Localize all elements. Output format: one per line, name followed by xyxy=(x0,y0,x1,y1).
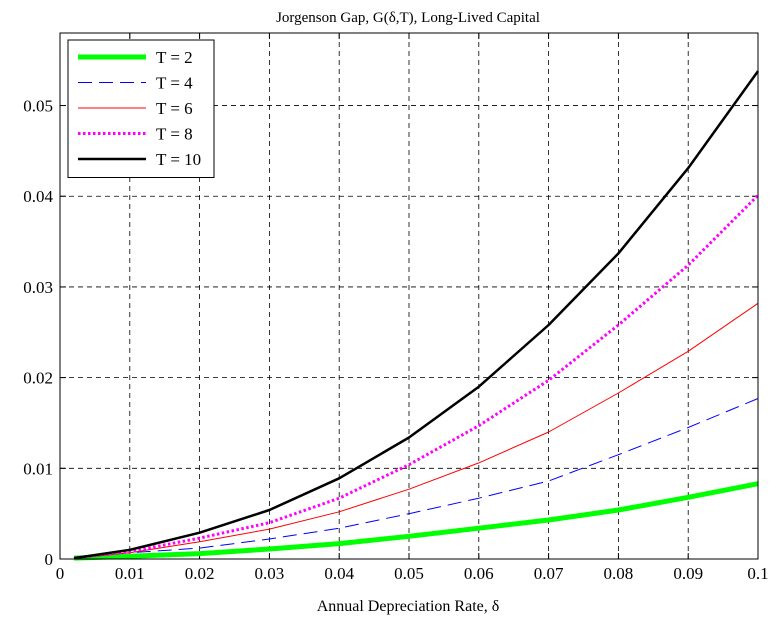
x-tick-label: 0.01 xyxy=(115,564,145,583)
series-line xyxy=(73,194,760,560)
legend-box xyxy=(67,39,215,178)
x-tick-label: 0.05 xyxy=(394,564,424,583)
x-tick-label: 0.08 xyxy=(604,564,634,583)
chart-title: Jorgenson Gap, G(δ,T), Long-Lived Capita… xyxy=(276,10,540,26)
x-tick-label: 0.1 xyxy=(747,564,768,583)
y-tick-label: 0 xyxy=(45,550,54,569)
y-tick-label: 0.04 xyxy=(23,187,53,206)
legend-label: T = 4 xyxy=(156,74,193,93)
x-ticks: 0 0.01 0.02 0.03 0.04 0.05 0.06 0.07 0.08 0.09 0.1 xyxy=(56,33,769,583)
x-tick-label: 0.06 xyxy=(464,564,494,583)
x-axis-label: Annual Depreciation Rate, δ xyxy=(317,598,500,615)
series-line xyxy=(73,70,760,560)
series-line xyxy=(73,398,759,559)
series-lines xyxy=(73,70,760,561)
x-tick-label: 0 xyxy=(56,564,65,583)
y-tick-label: 0.03 xyxy=(23,278,53,297)
legend-label: T = 8 xyxy=(156,125,193,144)
y-tick-label: 0.01 xyxy=(23,459,53,478)
legend-label: T = 6 xyxy=(156,99,193,118)
x-tick-label: 0.04 xyxy=(324,564,354,583)
series-line xyxy=(73,481,759,561)
x-tick-label: 0.02 xyxy=(185,564,215,583)
series-line xyxy=(73,302,759,559)
x-tick-label: 0.03 xyxy=(255,564,285,583)
grid xyxy=(60,33,758,559)
legend-label: T = 2 xyxy=(156,48,193,67)
legend-label: T = 10 xyxy=(156,150,201,169)
legend: T = 2 T = 4 T = 6 T = 8 T = 10 xyxy=(67,39,215,178)
y-ticks: 0 0.01 0.02 0.03 0.04 0.05 xyxy=(23,97,758,569)
x-tick-label: 0.07 xyxy=(534,564,564,583)
plot-frame xyxy=(59,32,759,560)
y-tick-label: 0.02 xyxy=(23,369,53,388)
y-tick-label: 0.05 xyxy=(23,97,53,116)
x-tick-label: 0.09 xyxy=(673,564,703,583)
